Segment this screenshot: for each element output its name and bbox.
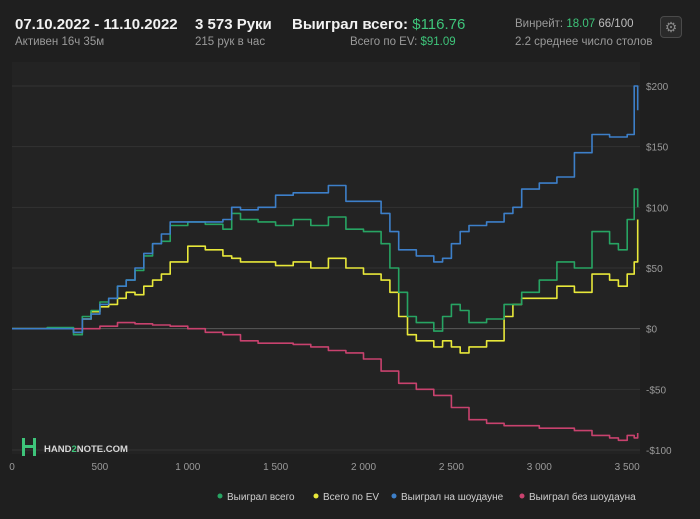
- x-tick-label: 1 000: [175, 462, 200, 473]
- won-total-label: Выиграл всего:: [292, 16, 409, 33]
- x-tick-label: 500: [92, 462, 109, 473]
- legend-marker: [217, 493, 223, 499]
- profit-chart: $200 $150 $100 $50 $0 -$50 -$100 0 500 1 000 1 50…: [9, 62, 672, 503]
- logo-text: HAND2NOTE.COM: [44, 444, 128, 455]
- series-line: [12, 85, 639, 334]
- series-line: [12, 321, 639, 442]
- avg-tables: 2.2 среднее число столов: [515, 36, 653, 48]
- hands-count: 3 573 Руки: [195, 16, 272, 33]
- y-tick-label: $200: [646, 82, 669, 93]
- x-tick-label: 3 500: [615, 462, 640, 473]
- winrate-label: Винрейт:: [515, 18, 564, 30]
- won-total-value: $116.76: [412, 16, 466, 33]
- hands-per-hour: 215 рук в час: [195, 36, 266, 48]
- ev-total-value: $91.09: [420, 36, 456, 48]
- legend-label[interactable]: Выиграл всего: [227, 492, 295, 503]
- legend-marker: [391, 493, 397, 499]
- chart-area: $200 $150 $100 $50 $0 -$50 -$100 0 500 1 000 1 50…: [0, 62, 700, 514]
- active-time: Активен 16ч 35м: [15, 36, 105, 48]
- y-tick-label: $50: [646, 264, 663, 275]
- x-axis-ticks: 0 500 1 000 1 500 2 000 2 500 3 000 3 500: [9, 462, 640, 473]
- series-group: [12, 85, 639, 442]
- y-tick-label: $150: [646, 143, 669, 154]
- y-tick-label: $0: [646, 325, 658, 336]
- x-tick-label: 2 000: [351, 462, 376, 473]
- y-tick-label: -$100: [646, 446, 672, 457]
- legend-label[interactable]: Выиграл на шоудауне: [401, 492, 504, 503]
- legend-label[interactable]: Всего по EV: [323, 492, 379, 503]
- legend-label[interactable]: Выиграл без шоудауна: [529, 491, 636, 503]
- winrate-value: 18.07: [566, 18, 596, 30]
- x-tick-label: 2 500: [439, 462, 464, 473]
- hand2note-logo: HAND2NOTE.COM: [22, 438, 128, 456]
- x-tick-label: 3 000: [527, 462, 552, 473]
- legend-marker: [313, 493, 319, 499]
- gear-icon[interactable]: ⚙: [660, 16, 682, 38]
- logo-icon: [22, 438, 36, 456]
- grid-lines: [12, 85, 640, 451]
- date-range: 07.10.2022 - 11.10.2022: [15, 16, 178, 33]
- won-total: Выиграл всего: $116.76: [292, 16, 465, 33]
- x-tick-label: 1 500: [263, 462, 288, 473]
- series-line: [12, 219, 639, 354]
- legend: Выиграл всего Всего по EV Выиграл на шоуда…: [217, 491, 636, 503]
- winrate: Винрейт: 18.07 66/100: [515, 18, 634, 30]
- x-tick-label: 0: [9, 462, 15, 473]
- legend-marker: [519, 493, 525, 499]
- ev-total: Всего по EV: $91.09: [350, 36, 456, 48]
- ev-total-label: Всего по EV:: [350, 36, 418, 48]
- y-axis-ticks: $200 $150 $100 $50 $0 -$50 -$100: [646, 82, 672, 457]
- y-tick-label: -$50: [646, 385, 666, 396]
- stats-header: 07.10.2022 - 11.10.2022 Активен 16ч 35м …: [0, 0, 700, 60]
- winrate-base: 66/100: [598, 18, 634, 30]
- y-tick-label: $100: [646, 203, 669, 214]
- plot-background: [12, 62, 640, 454]
